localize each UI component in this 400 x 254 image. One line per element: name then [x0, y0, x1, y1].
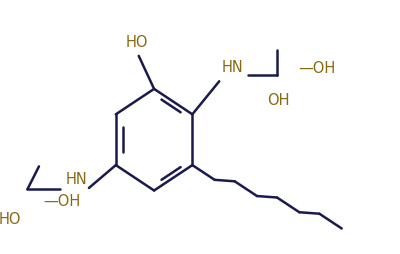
Text: HO: HO [126, 35, 148, 50]
Text: —OH: —OH [298, 61, 335, 76]
Text: HO: HO [0, 212, 22, 227]
Text: —OH: —OH [43, 194, 80, 209]
Text: HN: HN [221, 60, 243, 75]
Text: HN: HN [65, 172, 87, 187]
Text: OH: OH [268, 93, 290, 108]
